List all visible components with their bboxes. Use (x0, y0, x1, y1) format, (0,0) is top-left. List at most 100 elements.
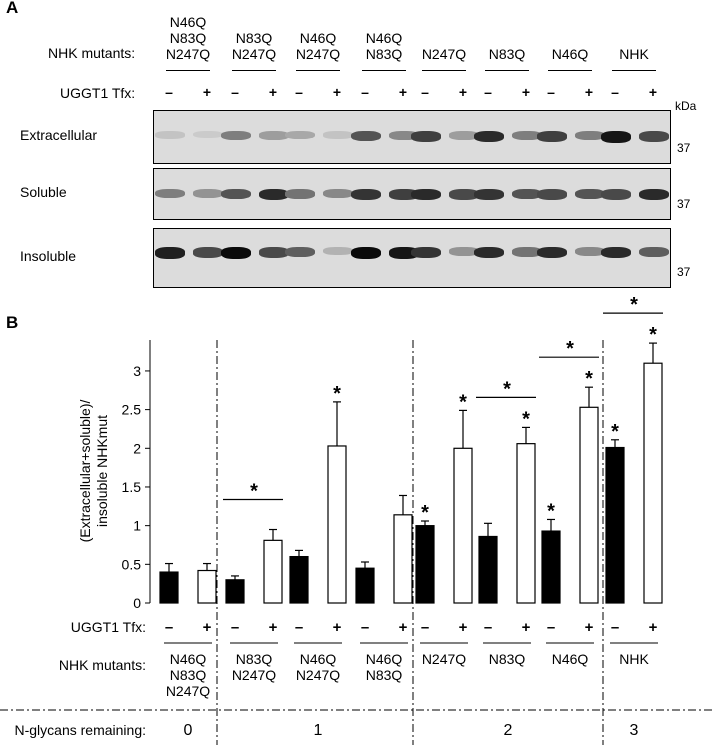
mutant-label: N247Q (232, 667, 276, 683)
nhk-mutants-label: NHK mutants: (59, 657, 146, 673)
bar (355, 567, 375, 604)
protein-band (474, 131, 504, 143)
mutant-label: N83Q (169, 30, 207, 46)
plus-sign: + (584, 84, 594, 100)
glycan-count: 1 (314, 722, 323, 739)
minus-sign: – (361, 619, 369, 636)
plus-sign: + (399, 619, 408, 636)
bar (579, 406, 599, 604)
mutant-label: N83Q (365, 46, 403, 62)
protein-band (537, 189, 567, 200)
glycan-count: 0 (184, 722, 193, 739)
mutant-label: N247Q (295, 46, 341, 62)
protein-band (512, 131, 542, 141)
y-tick-label: 1 (133, 518, 141, 534)
minus-sign: – (231, 84, 239, 100)
protein-band (411, 189, 441, 201)
plus-sign: + (333, 619, 342, 636)
y-tick-label: 0.5 (122, 556, 142, 572)
protein-band (155, 247, 185, 259)
mutant-label: N247Q (296, 667, 340, 683)
minus-sign: – (547, 84, 555, 100)
plus-sign: + (332, 84, 342, 100)
bar (327, 445, 347, 604)
protein-band (575, 247, 605, 256)
protein-band (323, 247, 353, 255)
protein-band (537, 131, 567, 142)
mutant-label: NHK (619, 651, 649, 667)
significance-star: * (522, 408, 530, 430)
significance-star: * (421, 502, 429, 524)
protein-band (155, 189, 185, 199)
y-axis-label: insoluble NHKmut (94, 415, 110, 527)
blot-label: Extracellular (20, 127, 98, 143)
plus-sign: + (269, 619, 278, 636)
minus-sign: – (295, 619, 303, 636)
plus-sign: + (268, 84, 278, 100)
plus-sign: + (459, 619, 468, 636)
protein-band (351, 189, 381, 200)
blot-image (153, 110, 671, 164)
plus-sign: + (648, 84, 658, 100)
y-tick-label: 0 (133, 595, 141, 611)
group-underline (362, 70, 406, 71)
y-tick-label: 3 (133, 363, 141, 379)
bar (159, 571, 179, 604)
protein-band (411, 131, 441, 142)
protein-band (221, 247, 251, 259)
protein-band (285, 131, 315, 140)
significance-star: * (630, 294, 638, 316)
protein-band (389, 189, 419, 200)
protein-band (351, 247, 381, 259)
bar (643, 362, 663, 604)
y-tick-label: 1.5 (122, 479, 142, 495)
protein-band (537, 247, 567, 259)
mutant-label: N247Q (231, 46, 277, 62)
bar (453, 447, 473, 604)
group-underline (422, 70, 466, 71)
mutant-label: N247Q (421, 46, 467, 62)
minus-sign: – (165, 619, 173, 636)
mutant-label: N46Q (366, 651, 403, 667)
protein-band (155, 131, 185, 139)
protein-band (639, 247, 669, 257)
mutant-label: N83Q (488, 46, 526, 62)
protein-band (601, 131, 631, 143)
protein-band (193, 189, 223, 198)
minus-sign: – (165, 84, 173, 100)
protein-band (601, 247, 631, 259)
protein-band (389, 247, 419, 259)
kda-marker: 37 (677, 197, 691, 211)
minus-sign: – (547, 619, 555, 636)
protein-band (323, 189, 353, 198)
significance-star: * (611, 421, 619, 443)
minus-sign: – (484, 84, 492, 100)
significance-star: * (459, 391, 467, 413)
protein-band (639, 189, 669, 201)
glycan-count: 2 (504, 722, 513, 739)
protein-band (639, 131, 669, 142)
protein-band (259, 247, 289, 258)
protein-band (512, 189, 542, 200)
minus-sign: – (231, 619, 239, 636)
minus-sign: – (484, 619, 492, 636)
mutant-label: N83Q (366, 667, 403, 683)
glycan-count: 3 (630, 722, 639, 739)
mutant-label: N247Q (166, 683, 210, 699)
bar (225, 579, 245, 604)
significance-star: * (566, 338, 574, 360)
kda-marker: 37 (677, 265, 691, 279)
y-axis-label: (Extracellular+soluble)/ (77, 400, 93, 543)
blot-label: Insoluble (20, 248, 77, 264)
protein-band (193, 247, 223, 258)
uggt1-tfx-label: UGGT1 Tfx: (71, 619, 146, 635)
mutant-label: N46Q (300, 651, 337, 667)
mutant-label: N83Q (236, 651, 273, 667)
kda-marker: 37 (677, 141, 691, 155)
protein-band (221, 189, 251, 200)
plus-sign: + (398, 84, 408, 100)
protein-band (575, 189, 605, 200)
bar (605, 446, 625, 604)
panel-b-label: B (6, 313, 19, 332)
protein-band (259, 189, 289, 201)
